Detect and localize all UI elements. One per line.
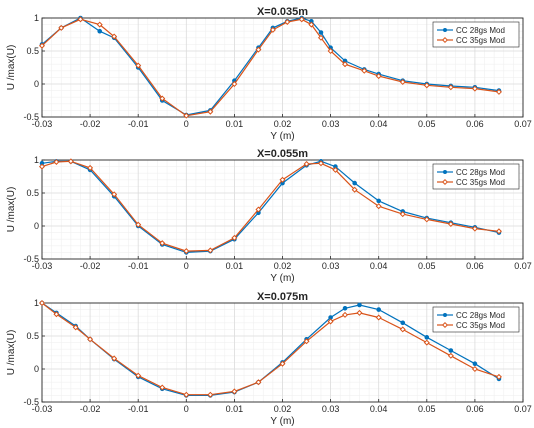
data-point (473, 362, 477, 366)
data-point (357, 303, 361, 307)
y-tick-label: -0.5 (23, 397, 39, 407)
x-tick-label: 0.07 (514, 119, 532, 129)
legend-marker (443, 313, 447, 317)
y-tick-label: 0.5 (26, 46, 39, 56)
x-tick-label: -0.01 (128, 404, 149, 414)
data-point (343, 306, 347, 310)
x-tick-label: 0.03 (322, 119, 340, 129)
data-point (377, 199, 381, 203)
y-tick-label: 0 (34, 79, 39, 89)
x-tick-label: 0.05 (418, 119, 436, 129)
y-tick-label: 0 (34, 364, 39, 374)
x-tick-label: 0.03 (322, 261, 340, 271)
x-tick-label: 0.04 (370, 404, 388, 414)
y-tick-label: 1 (34, 298, 39, 308)
x-axis-label: Y (m) (270, 131, 294, 142)
y-tick-label: 1 (34, 155, 39, 165)
legend-label: CC 35gs Mod (456, 36, 505, 45)
legend-label: CC 28gs Mod (456, 26, 505, 35)
x-axis-label: Y (m) (270, 416, 294, 427)
x-tick-label: 0 (184, 119, 189, 129)
legend-label: CC 28gs Mod (456, 168, 505, 177)
legend-label: CC 35gs Mod (456, 321, 505, 330)
x-tick-label: 0 (184, 261, 189, 271)
x-tick-label: 0.02 (274, 261, 292, 271)
y-axis-label: U /max(U) (6, 45, 17, 91)
y-axis-label: U /max(U) (6, 187, 17, 233)
x-tick-label: -0.02 (80, 404, 101, 414)
x-tick-label: 0.01 (226, 404, 244, 414)
y-tick-label: -0.5 (23, 254, 39, 264)
x-tick-label: -0.01 (128, 261, 149, 271)
x-tick-label: 0.02 (274, 119, 292, 129)
chart-panel-1: -0.03 -0.02 -0.01 0 0.01 0.02 0.03 0.04 0.05 0.06… (6, 6, 532, 142)
legend-marker (443, 170, 447, 174)
x-tick-label: 0.03 (322, 404, 340, 414)
y-tick-label: 1 (34, 13, 39, 23)
data-point (98, 29, 102, 33)
data-point (319, 31, 323, 35)
chart-panel-3: -0.03 -0.02 -0.01 0 0.01 0.02 0.03 0.04 0.05 0.06… (6, 291, 532, 427)
x-tick-label: 0 (184, 404, 189, 414)
x-tick-label: 0.07 (514, 404, 532, 414)
data-point (401, 321, 405, 325)
data-point (425, 335, 429, 339)
x-tick-label: 0.04 (370, 261, 388, 271)
x-tick-label: -0.02 (80, 261, 101, 271)
chart-panel-2: -0.03 -0.02 -0.01 0 0.01 0.02 0.03 0.04 0.05 0.06… (6, 148, 532, 284)
y-axis-label: U /max(U) (6, 330, 17, 376)
data-point (353, 181, 357, 185)
legend-marker (443, 28, 447, 32)
y-tick-label: -0.5 (23, 112, 39, 122)
data-point (449, 349, 453, 353)
y-tick-label: 0 (34, 221, 39, 231)
x-tick-label: 0.06 (466, 404, 484, 414)
data-point (377, 308, 381, 312)
x-axis-label: Y (m) (270, 273, 294, 284)
legend-label: CC 28gs Mod (456, 311, 505, 320)
x-tick-label: 0.02 (274, 404, 292, 414)
y-tick-label: 0.5 (26, 331, 39, 341)
x-tick-label: 0.01 (226, 119, 244, 129)
x-tick-label: 0.01 (226, 261, 244, 271)
y-tick-label: 0.5 (26, 188, 39, 198)
x-tick-label: 0.05 (418, 404, 436, 414)
x-tick-label: 0.07 (514, 261, 532, 271)
chart-title: X=0.055m (257, 148, 308, 160)
x-tick-label: 0.04 (370, 119, 388, 129)
x-tick-label: -0.01 (128, 119, 149, 129)
x-tick-label: 0.06 (466, 119, 484, 129)
legend-label: CC 35gs Mod (456, 178, 505, 187)
x-tick-label: 0.06 (466, 261, 484, 271)
legend: CC 28gs ModCC 35gs Mod (433, 22, 519, 47)
x-tick-label: 0.05 (418, 261, 436, 271)
x-tick-label: -0.02 (80, 119, 101, 129)
chart-title: X=0.075m (257, 291, 308, 303)
